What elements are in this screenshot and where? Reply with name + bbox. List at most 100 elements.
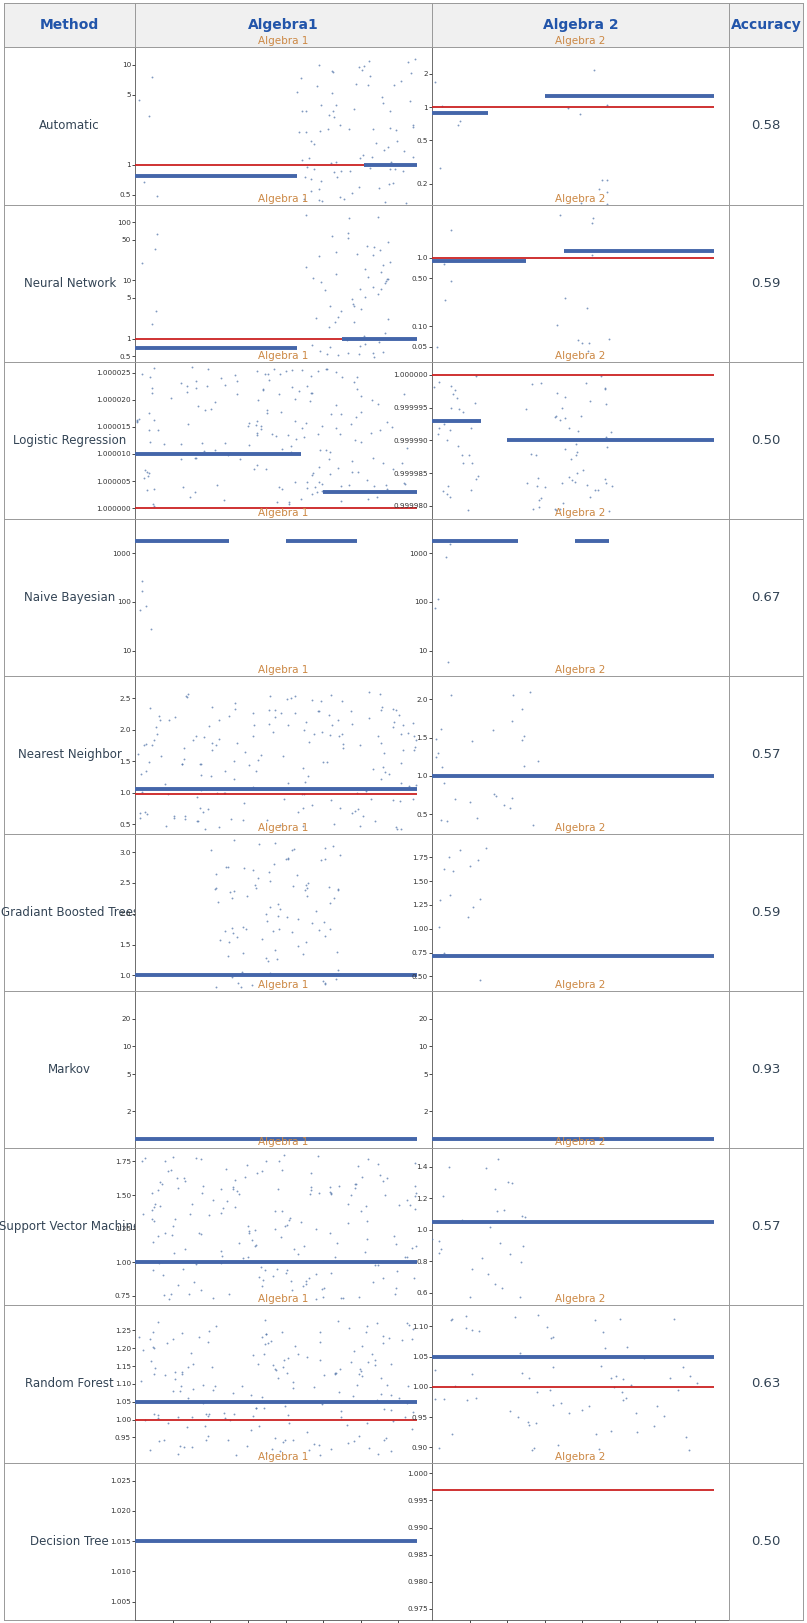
Point [320, 437, 332, 463]
Point [380, 472, 393, 498]
Point [358, 331, 371, 357]
Point [452, 433, 465, 459]
Point [152, 417, 165, 443]
Point [355, 1334, 368, 1360]
Point [247, 857, 260, 883]
Point [131, 407, 144, 433]
Point [398, 138, 411, 164]
Point [335, 474, 348, 500]
Text: Random Forest: Random Forest [25, 1378, 114, 1391]
Point [395, 769, 408, 795]
Point [433, 415, 446, 441]
Point [570, 441, 583, 467]
Point [186, 354, 199, 380]
Point [209, 437, 222, 463]
Point [138, 800, 151, 826]
Point [385, 414, 398, 440]
Point [349, 1175, 362, 1201]
Point [270, 946, 283, 972]
Point [580, 472, 593, 498]
Point [551, 312, 564, 338]
Point [335, 1285, 348, 1311]
Point [299, 1268, 312, 1294]
Point [327, 97, 340, 123]
Point [261, 398, 274, 424]
Point [327, 60, 340, 86]
Point [504, 1242, 516, 1268]
Point [192, 1324, 205, 1350]
Point [448, 1373, 461, 1399]
Point [473, 1318, 486, 1344]
Point [245, 1227, 258, 1253]
Point [240, 915, 253, 941]
Point [280, 846, 293, 872]
Point [410, 727, 423, 753]
Point [214, 1199, 227, 1225]
Point [466, 894, 479, 920]
Point [299, 97, 312, 123]
Point [583, 331, 596, 357]
Point [296, 148, 309, 174]
Point [182, 411, 194, 437]
Point [245, 972, 258, 998]
Point [664, 1365, 677, 1391]
Point [306, 792, 319, 818]
Point [388, 1224, 401, 1250]
Point [464, 854, 477, 880]
Point [366, 386, 378, 412]
Point [437, 250, 450, 276]
Point [366, 1269, 379, 1295]
Point [489, 1271, 502, 1297]
Point [163, 1285, 176, 1311]
Point [256, 1272, 269, 1298]
Point [144, 364, 157, 390]
Point [495, 1276, 508, 1302]
Point [379, 268, 392, 294]
Point [324, 682, 337, 708]
Point [181, 380, 194, 406]
Point [397, 469, 410, 495]
Point [347, 1428, 360, 1454]
Point [200, 373, 213, 399]
Point [526, 813, 539, 839]
Point [281, 904, 294, 930]
Point [582, 338, 595, 364]
Point [517, 753, 530, 779]
Point [349, 797, 362, 823]
Point [286, 373, 299, 399]
Point [332, 454, 345, 480]
Point [522, 1365, 535, 1391]
Point [272, 380, 285, 406]
Point [324, 334, 337, 360]
Point [248, 712, 261, 738]
Point [299, 409, 312, 435]
Point [236, 807, 249, 833]
Point [295, 65, 307, 91]
Point [356, 1164, 369, 1190]
Point [383, 115, 396, 141]
Point [385, 1383, 398, 1409]
Point [302, 1438, 315, 1464]
Point [246, 701, 259, 727]
Point [337, 730, 349, 756]
Point [312, 187, 325, 213]
Point [346, 800, 359, 826]
Point [403, 1311, 416, 1337]
Point [269, 1198, 282, 1224]
Point [598, 1336, 611, 1362]
Point [341, 1412, 353, 1438]
Point [366, 144, 378, 170]
Point [157, 1282, 170, 1308]
Point [325, 80, 338, 105]
Point [403, 773, 416, 799]
Point [475, 1245, 488, 1271]
Point [614, 1307, 627, 1332]
Point [282, 846, 295, 872]
Point [239, 738, 252, 764]
Point [282, 422, 295, 448]
Point [388, 156, 401, 182]
Point [145, 732, 158, 758]
Point [316, 1276, 328, 1302]
Point [346, 448, 359, 474]
Point [259, 901, 272, 927]
